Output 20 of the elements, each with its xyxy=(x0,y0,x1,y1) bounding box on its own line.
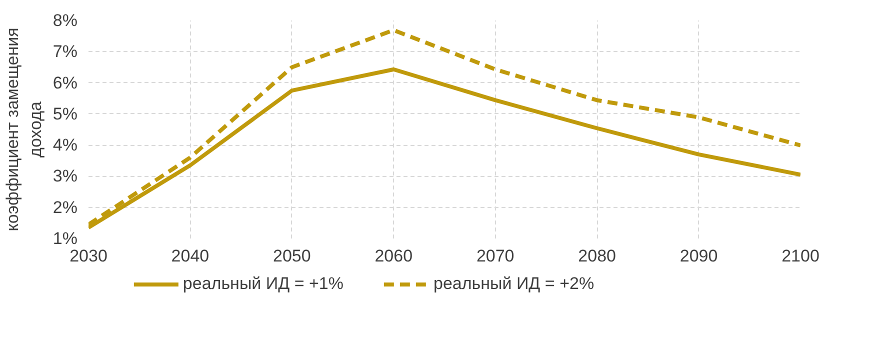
legend-label: реальный ИД = +2% xyxy=(434,274,594,294)
line-series xyxy=(88,28,800,226)
legend-label: реальный ИД = +1% xyxy=(182,274,344,294)
x-tick-label: 2070 xyxy=(476,246,514,266)
y-tick-label: 6% xyxy=(52,73,78,92)
y-tick-label: 8% xyxy=(52,11,78,30)
y-axis-title: коэффициент замещения дохода xyxy=(3,28,45,232)
y-tick-label: 4% xyxy=(52,136,78,155)
y-tick-label: 2% xyxy=(52,198,78,217)
y-tick-label: 7% xyxy=(52,42,78,62)
x-tick-label: 2090 xyxy=(680,246,718,266)
x-tick-label: 2060 xyxy=(374,246,413,266)
x-tick-label: 2100 xyxy=(782,246,820,266)
x-tick-label: 2050 xyxy=(273,246,311,266)
x-tick-label: 2040 xyxy=(171,246,210,266)
y-tick-label: 5% xyxy=(52,104,78,124)
x-tick-label: 2080 xyxy=(578,246,616,266)
y-tick-label: 3% xyxy=(52,166,78,186)
x-tick-label: 2030 xyxy=(70,246,108,266)
y-tick-label: 1% xyxy=(52,229,78,248)
